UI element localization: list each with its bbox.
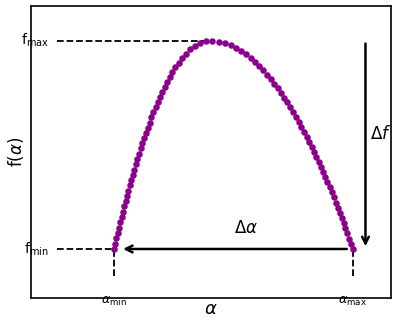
- Point: [144, 125, 151, 130]
- Point: [322, 174, 328, 179]
- Point: [148, 115, 155, 120]
- Point: [248, 55, 254, 61]
- Point: [120, 209, 126, 214]
- Point: [344, 231, 350, 236]
- Point: [301, 129, 307, 134]
- Point: [134, 156, 141, 162]
- Point: [342, 226, 349, 231]
- Point: [179, 55, 185, 61]
- Point: [143, 130, 149, 135]
- Point: [296, 119, 302, 124]
- Point: [172, 64, 178, 70]
- Point: [182, 51, 189, 56]
- Point: [271, 81, 278, 86]
- Point: [209, 38, 216, 43]
- Point: [233, 45, 239, 51]
- Point: [122, 199, 129, 204]
- Point: [187, 47, 193, 52]
- Point: [117, 220, 124, 225]
- Point: [203, 39, 209, 44]
- Point: [154, 99, 161, 105]
- Point: [131, 167, 138, 172]
- Point: [227, 43, 234, 48]
- Point: [304, 134, 310, 139]
- Point: [336, 210, 343, 215]
- Point: [306, 139, 312, 144]
- Point: [127, 183, 133, 188]
- Point: [175, 60, 182, 65]
- Point: [287, 105, 294, 110]
- Point: [197, 40, 203, 45]
- Text: f$_{\mathregular{max}}$: f$_{\mathregular{max}}$: [21, 32, 49, 50]
- Point: [113, 236, 120, 241]
- Point: [346, 236, 352, 241]
- Point: [264, 72, 270, 77]
- Point: [338, 215, 345, 221]
- Point: [138, 146, 144, 151]
- Point: [348, 241, 354, 246]
- Point: [256, 64, 263, 69]
- Point: [112, 241, 118, 246]
- Point: [290, 109, 296, 114]
- Text: $\Delta$f: $\Delta$f: [370, 125, 392, 143]
- Text: $\alpha_{\mathregular{max}}$: $\alpha_{\mathregular{max}}$: [338, 295, 367, 308]
- Point: [125, 188, 132, 193]
- Point: [318, 164, 324, 169]
- Point: [311, 149, 317, 154]
- Text: f$_{\mathregular{min}}$: f$_{\mathregular{min}}$: [24, 240, 49, 258]
- Point: [157, 94, 163, 99]
- Point: [326, 185, 333, 190]
- Point: [350, 246, 356, 251]
- Point: [191, 43, 198, 48]
- Point: [284, 100, 290, 105]
- Text: $\alpha_{\mathregular{min}}$: $\alpha_{\mathregular{min}}$: [101, 295, 127, 308]
- Point: [150, 110, 157, 115]
- Point: [260, 68, 267, 73]
- Text: $\Delta\alpha$: $\Delta\alpha$: [234, 219, 258, 237]
- Point: [238, 48, 244, 53]
- X-axis label: $\alpha$: $\alpha$: [204, 300, 218, 318]
- Point: [320, 169, 326, 174]
- Point: [298, 124, 305, 129]
- Point: [152, 104, 159, 110]
- Point: [146, 120, 153, 125]
- Point: [130, 172, 136, 178]
- Point: [340, 221, 347, 226]
- Point: [316, 159, 322, 164]
- Point: [116, 225, 122, 230]
- Point: [313, 154, 320, 159]
- Point: [334, 205, 341, 210]
- Point: [268, 76, 274, 82]
- Y-axis label: f($\alpha$): f($\alpha$): [6, 136, 26, 167]
- Point: [324, 179, 331, 184]
- Point: [215, 39, 222, 44]
- Point: [293, 114, 299, 119]
- Point: [275, 86, 281, 91]
- Point: [141, 135, 147, 141]
- Point: [111, 246, 117, 251]
- Point: [159, 89, 165, 94]
- Point: [222, 40, 228, 46]
- Point: [281, 95, 288, 100]
- Point: [133, 162, 139, 167]
- Point: [330, 195, 337, 200]
- Point: [243, 52, 250, 57]
- Point: [328, 190, 335, 195]
- Point: [121, 204, 128, 209]
- Point: [308, 144, 315, 149]
- Point: [169, 69, 176, 75]
- Point: [166, 74, 173, 79]
- Point: [332, 200, 339, 205]
- Point: [252, 60, 258, 65]
- Point: [161, 84, 168, 89]
- Point: [278, 90, 284, 96]
- Point: [128, 178, 134, 183]
- Point: [136, 151, 142, 156]
- Point: [139, 141, 146, 146]
- Point: [164, 79, 170, 85]
- Point: [118, 214, 125, 220]
- Point: [114, 230, 121, 236]
- Point: [124, 193, 130, 198]
